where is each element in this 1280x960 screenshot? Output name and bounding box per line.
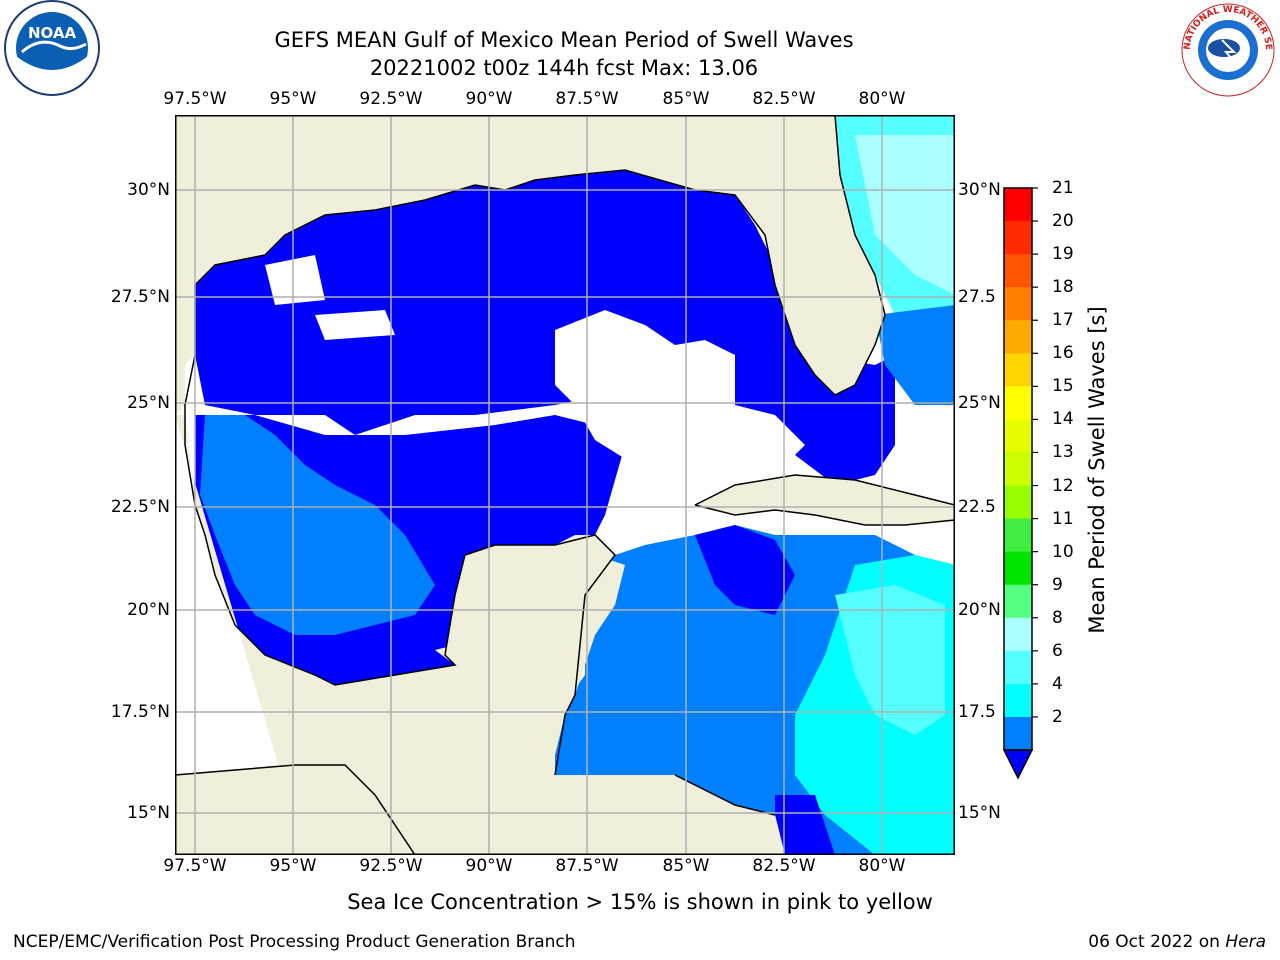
lon-label-bottom: 90°W (465, 856, 513, 876)
colorbar-segment (1004, 518, 1032, 553)
colorbar-tick-label: 20 (1052, 211, 1074, 232)
footer-date-text: 06 Oct 2022 on (1088, 932, 1226, 952)
colorbar-segment (1004, 650, 1032, 685)
lat-label-left: 15°N (127, 803, 170, 823)
swell-region-lightblue-west (200, 415, 435, 635)
lon-label-bottom: 95°W (269, 856, 317, 876)
noaa-logo-text: NOAA (28, 24, 77, 42)
colorbar-tick-label: 10 (1052, 541, 1074, 562)
colorbar-tick-label: 12 (1052, 475, 1074, 496)
colorbar-tick-label: 19 (1052, 244, 1074, 265)
lat-label-left: 20°N (127, 600, 170, 620)
lon-label-top: 82.5°W (752, 89, 816, 109)
colorbar-segment (1004, 386, 1032, 420)
lon-label-bottom: 92.5°W (359, 856, 423, 876)
sea-ice-note: Sea Ice Concentration > 15% is shown in … (0, 890, 1280, 914)
colorbar-title: Mean Period of Swell Waves [s] (1085, 306, 1109, 634)
colorbar-segment (1004, 716, 1032, 751)
colorbar-tick-label: 6 (1052, 640, 1063, 661)
colorbar-tick-label: 9 (1052, 574, 1063, 595)
colorbar-tick-label: 15 (1052, 376, 1074, 397)
lat-label-left: 30°N (127, 180, 170, 200)
lon-label-bottom: 80°W (858, 856, 906, 876)
coastline-cuba (694, 474, 955, 526)
swell-region-atlantic-aqua (855, 135, 955, 295)
noaa-logo: NOAA (4, 0, 100, 96)
colorbar-tick-label: 16 (1052, 343, 1074, 364)
colorbar-segment (1004, 188, 1032, 222)
colorbar-segment (1004, 221, 1032, 255)
sea-ice-note-text: Sea Ice Concentration > 15% is shown in … (347, 890, 933, 914)
swell-region-white-center (555, 310, 805, 505)
lat-label-right: 20°N (958, 600, 1001, 620)
colorbar-tick-label: 2 (1052, 706, 1063, 727)
colorbar-tick-label: 13 (1052, 442, 1074, 463)
lat-label-right: 22.5 (958, 497, 996, 517)
lon-label-top: 95°W (269, 89, 317, 109)
colorbar-segment (1004, 617, 1032, 652)
lon-label-bottom: 85°W (662, 856, 710, 876)
map-frame (175, 115, 955, 855)
swell-region-atlantic-blue (875, 305, 955, 405)
footer-credit: NCEP/EMC/Verification Post Processing Pr… (13, 932, 576, 952)
graticule (175, 115, 955, 855)
colorbar-segment (1004, 254, 1032, 288)
lat-label-left: 22.5°N (110, 497, 170, 517)
swell-region-lightcyan-east (835, 585, 945, 735)
colorbar-tick-label: 21 (1052, 178, 1074, 198)
colorbar-tick-label: 11 (1052, 508, 1074, 529)
colorbar-extend-arrow (1002, 749, 1034, 780)
gulf-map (175, 115, 955, 855)
coastline-mexico (184, 354, 616, 776)
lat-label-right: 27.5 (958, 287, 996, 307)
swell-region-white-gap1 (315, 310, 395, 340)
swell-region-blue-south-strip (775, 795, 835, 855)
lat-label-right: 15°N (958, 803, 1001, 823)
coastline-central-america (175, 764, 776, 855)
colorbar-tick-label: 18 (1052, 277, 1074, 298)
colorbar-segment (1004, 320, 1032, 354)
colorbar-segment (1004, 551, 1032, 586)
lon-label-bottom: 82.5°W (752, 856, 816, 876)
lat-label-right: 25°N (958, 393, 1001, 413)
land-yucatan (445, 535, 615, 670)
swell-region-blue-southeast (695, 525, 795, 615)
lon-label-top: 92.5°W (359, 89, 423, 109)
coastline-us (194, 115, 886, 396)
footer-machine: Hera (1225, 932, 1266, 952)
swell-region-white-gap2 (265, 255, 325, 305)
nws-logo: NATIONAL WEATHER SERVICE (1176, 0, 1275, 97)
lon-label-bottom: 97.5°W (163, 856, 227, 876)
lat-label-left: 17.5°N (110, 702, 170, 722)
colorbar-segment (1004, 584, 1032, 619)
colorbar (1002, 187, 1038, 780)
colorbar-segment (1004, 452, 1032, 487)
lon-label-top: 97.5°W (163, 89, 227, 109)
colorbar-segment (1004, 353, 1032, 387)
chart-subtitle: 20221002 t00z 144h fcst Max: 13.06 (369, 56, 759, 80)
lat-label-right: 30°N (958, 180, 1001, 200)
chart-title: GEFS MEAN Gulf of Mexico Mean Period of … (274, 28, 854, 52)
lat-label-right: 17.5 (958, 702, 996, 722)
colorbar-tick-label: 4 (1052, 673, 1063, 694)
colorbar-segment (1004, 485, 1032, 520)
colorbar-segment (1004, 287, 1032, 321)
colorbar-segment (1004, 419, 1032, 453)
colorbar-segment (1004, 683, 1032, 718)
land-central-america (375, 775, 785, 855)
colorbar-tick-label: 14 (1052, 409, 1074, 430)
colorbar-frame (1003, 187, 1033, 751)
land-cuba (695, 475, 955, 525)
lon-label-bottom: 87.5°W (555, 856, 619, 876)
lon-label-top: 80°W (858, 89, 906, 109)
lon-label-top: 87.5°W (555, 89, 619, 109)
lon-label-top: 90°W (465, 89, 513, 109)
colorbar-tick-label: 17 (1052, 310, 1074, 331)
footer-date: 06 Oct 2022 on Hera (1088, 932, 1266, 952)
lat-label-left: 27.5°N (110, 287, 170, 307)
lon-label-top: 85°W (662, 89, 710, 109)
lat-label-left: 25°N (127, 393, 170, 413)
colorbar-tick-label: 8 (1052, 607, 1063, 628)
